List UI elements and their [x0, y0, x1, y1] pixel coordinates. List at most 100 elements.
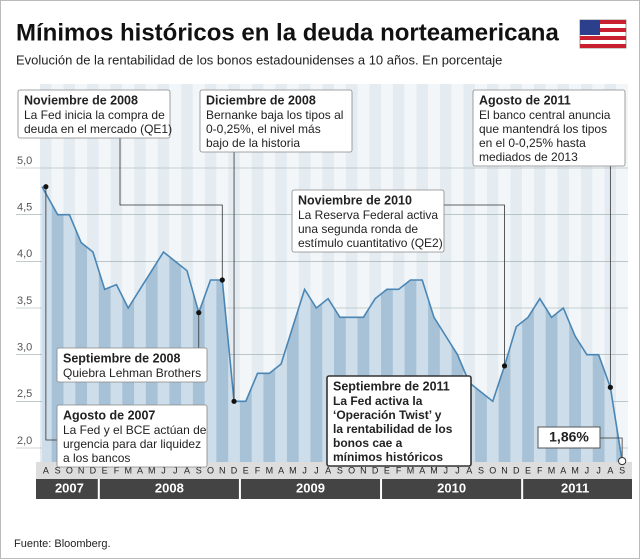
- area-stripe: [204, 186, 217, 462]
- x-tick-label: S: [337, 465, 343, 475]
- area-stripe: [557, 186, 570, 462]
- x-tick-label: M: [430, 465, 438, 475]
- annotation-title: Noviembre de 2008: [24, 93, 138, 107]
- year-label: 2007: [55, 480, 84, 495]
- area-stripe: [369, 186, 382, 462]
- flag: [579, 19, 627, 49]
- x-tick-label: M: [548, 465, 556, 475]
- x-tick-label: E: [384, 465, 390, 475]
- y-tick-label: 2,5: [17, 388, 32, 400]
- year-label: 2008: [155, 480, 184, 495]
- x-tick-label: N: [78, 465, 85, 475]
- annotation-text: urgencia para dar liquidez: [63, 437, 201, 451]
- point-marker: [231, 398, 237, 404]
- annotation-box: [17, 89, 171, 139]
- year-label: 2009: [296, 480, 325, 495]
- x-tick-label: S: [196, 465, 202, 475]
- area-stripe: [322, 186, 334, 462]
- annotation-text: 0-0,25%, el nivel más: [206, 122, 321, 136]
- annotation-text: La Reserva Federal activa: [298, 208, 438, 222]
- annotation-title: Agosto de 2011: [479, 93, 571, 107]
- year-bar: [36, 479, 632, 499]
- annotation-text: Quiebra Lehman Brothers: [63, 366, 201, 380]
- annotation-text: ‘Operación Twist’ y: [333, 408, 442, 422]
- chart-title: Mínimos históricos en la deuda norteamer…: [16, 19, 559, 46]
- stripe: [451, 84, 464, 462]
- stripe: [310, 84, 323, 462]
- stripe: [345, 84, 358, 462]
- area-stripe: [110, 186, 123, 462]
- stripe: [381, 84, 393, 462]
- connector: [444, 204, 505, 366]
- year-label: 2011: [561, 480, 589, 495]
- x-tick-label: N: [360, 465, 367, 475]
- stripe: [545, 84, 558, 462]
- stripe: [251, 84, 264, 462]
- x-tick-label: J: [596, 465, 601, 475]
- point-marker: [607, 384, 613, 390]
- stripe: [369, 84, 382, 462]
- x-tick-label: S: [619, 465, 625, 475]
- annotation-box: [472, 89, 626, 167]
- stripe: [428, 84, 440, 462]
- x-tick-label: J: [443, 465, 448, 475]
- x-tick-label: S: [55, 465, 61, 475]
- x-tick-label: A: [560, 465, 566, 475]
- stripe: [522, 84, 534, 462]
- y-tick-label: 5,0: [17, 155, 32, 167]
- connector: [600, 437, 623, 462]
- stripe: [463, 84, 476, 462]
- annotation-text: Bernanke baja los tipos al: [206, 108, 343, 122]
- x-tick-label: F: [396, 465, 402, 475]
- value-label: 1,86%: [549, 429, 589, 445]
- annotation-text: La Fed activa la: [333, 394, 423, 408]
- annotation-box: [56, 404, 208, 468]
- x-tick-label: A: [325, 465, 331, 475]
- x-tick-label: M: [148, 465, 156, 475]
- x-tick-label: A: [419, 465, 425, 475]
- area-stripe: [416, 186, 429, 462]
- annotation-title: Septiembre de 2011: [333, 379, 450, 393]
- stripe: [298, 84, 311, 462]
- x-tick-label: M: [124, 465, 132, 475]
- annotation-text: la rentabilidad de los: [333, 422, 453, 436]
- x-tick-label: D: [372, 465, 379, 475]
- annotation-text: bonos cae a: [333, 436, 403, 450]
- area-stripe: [87, 186, 99, 462]
- connector: [45, 186, 57, 441]
- x-tick-label: J: [314, 465, 319, 475]
- stripe: [486, 84, 499, 462]
- x-tick-label: E: [525, 465, 531, 475]
- annotation-text: La Fed y el BCE actúan de: [63, 423, 207, 437]
- y-tick-label: 3,0: [17, 342, 32, 354]
- stripe: [98, 84, 111, 462]
- annotation-text: El banco central anuncia: [479, 108, 611, 122]
- annotation-title: Septiembre de 2008: [63, 351, 180, 365]
- point-marker: [196, 310, 202, 316]
- x-tick-label: J: [455, 465, 460, 475]
- area-stripe: [42, 186, 52, 462]
- x-tick-label: J: [585, 465, 590, 475]
- x-tick-label: D: [90, 465, 97, 475]
- stripe: [533, 84, 546, 462]
- area-stripe: [533, 186, 546, 462]
- area-stripe: [298, 186, 311, 462]
- connector: [119, 138, 223, 280]
- stripe: [475, 84, 487, 462]
- value-label-box: [537, 426, 601, 449]
- y-tick-label: 4,0: [17, 248, 32, 260]
- stripe: [416, 84, 429, 462]
- x-tick-label: J: [161, 465, 166, 475]
- x-tick-label: M: [266, 465, 274, 475]
- area-stripe: [134, 186, 146, 462]
- x-tick-label: M: [571, 465, 579, 475]
- annotation-text: mínimos históricos: [333, 450, 443, 464]
- stripe: [510, 84, 523, 462]
- stripe: [569, 84, 581, 462]
- annotation-title: Noviembre de 2010: [298, 193, 412, 207]
- annotation-box: [199, 89, 353, 153]
- stripe: [592, 84, 605, 462]
- y-tick-label: 2,0: [17, 435, 32, 447]
- y-tick-label: 4,5: [17, 202, 32, 214]
